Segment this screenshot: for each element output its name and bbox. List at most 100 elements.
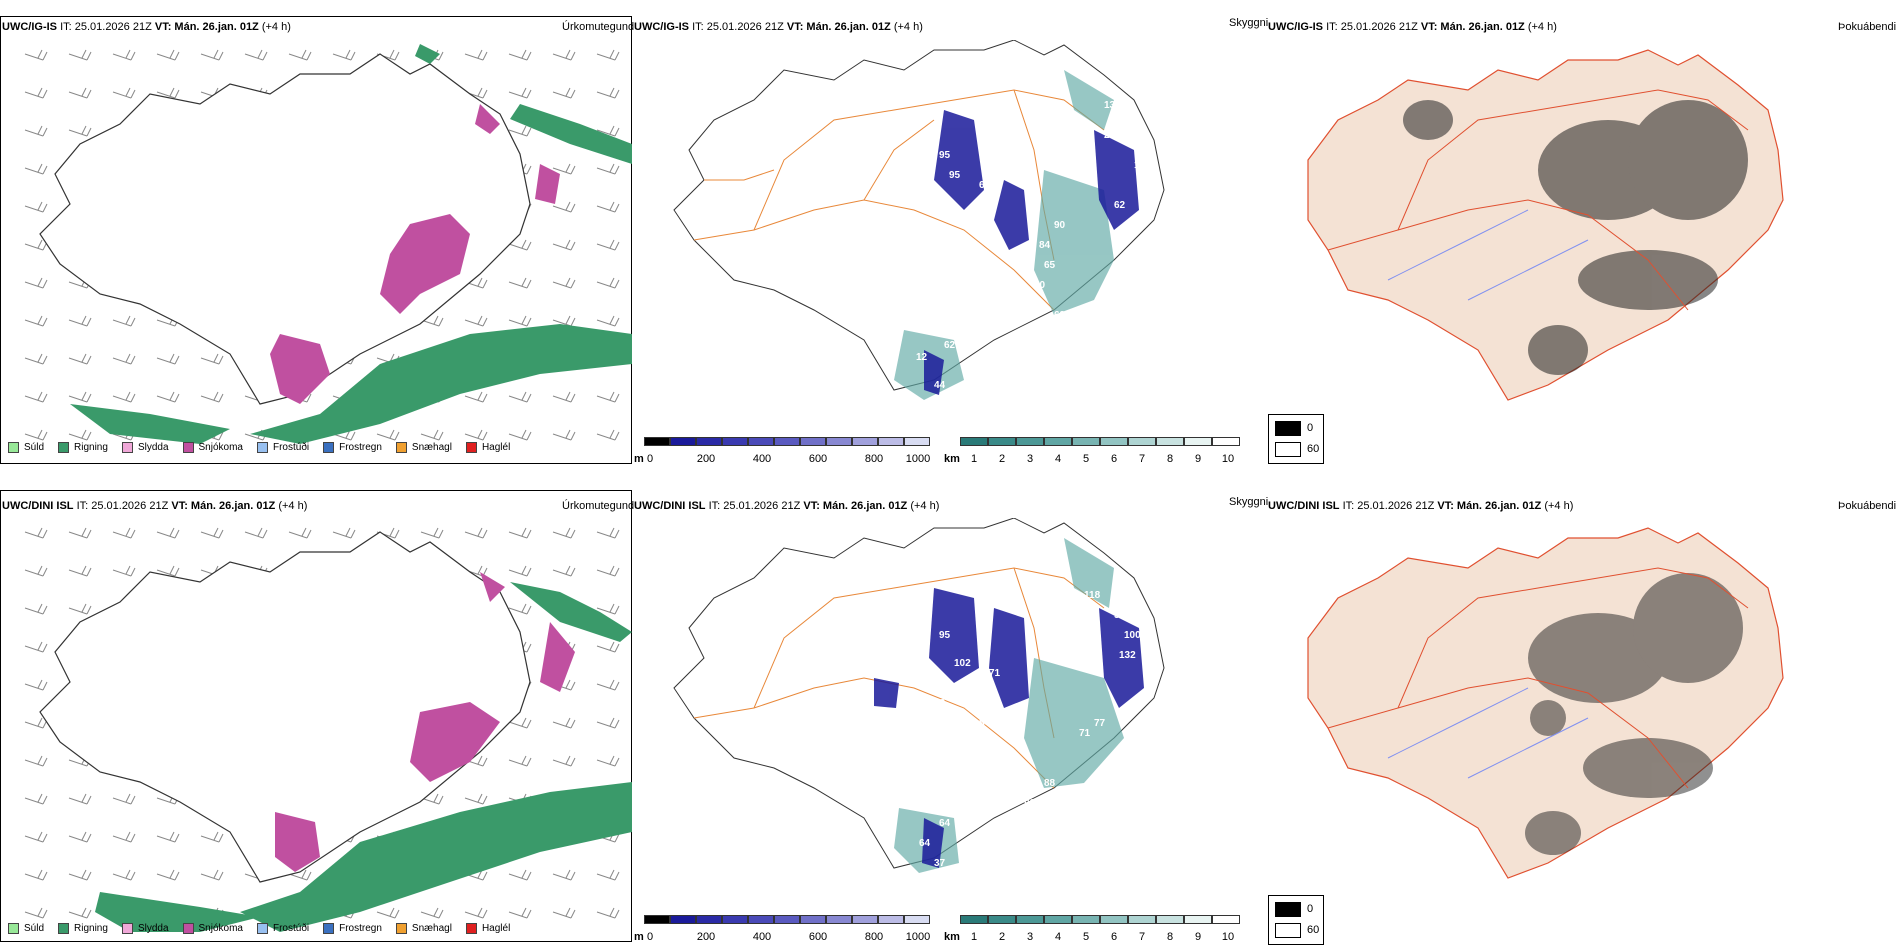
ceiling-bar-seg [878,437,904,446]
wind-barb [464,391,488,403]
wind-barb [596,163,620,175]
ceiling-value-label: 44 [934,380,946,391]
vis-unit: km [944,453,960,465]
wind-barb [552,755,576,767]
wind-barb [200,49,224,61]
tick-label: 600 [808,931,828,943]
ceiling-bar-seg [670,915,696,924]
legend-label: Súld [24,442,45,453]
wind-barb [68,391,92,403]
wind-barb [24,163,48,175]
wind-barb [112,527,136,539]
freezing-drizzle-swatch [256,442,268,453]
panel-title: UWC/IG-IS IT: 25.01.2026 21Z VT: Mán. 26… [1268,21,1557,33]
wind-barb [508,603,532,615]
wind-barb [596,277,620,289]
ceiling-value-label: 37 [964,370,976,381]
legend-label: Frostregn [339,923,382,934]
wind-barb [508,717,532,729]
wind-barb [464,315,488,327]
ceiling-value-label: 39 [1084,648,1096,659]
wind-barb [464,429,488,441]
tick-label: 600 [808,453,828,465]
tick-label: 400 [752,453,772,465]
vis-bar-seg [1044,915,1072,924]
visibility-colorbar: km 1 2 3 4 5 6 7 8 9 10 [944,437,1244,467]
ceiling-value-label: 77 [1094,718,1106,729]
legend-item: Frostúði [256,923,309,934]
wind-barb [68,831,92,843]
vis-bar-seg [1212,437,1240,446]
wind-barb [508,907,532,919]
legend-item: Haglél [465,442,510,453]
wind-barb [552,315,576,327]
legend-label: Súld [24,923,45,934]
fog-map [1307,49,1784,401]
wind-barb [552,907,576,919]
sleet-swatch [121,442,133,453]
ceiling-bar-seg [800,437,826,446]
ceiling-bar-seg [826,915,852,924]
ceiling-value-label: 132 [1119,650,1136,661]
wind-barb [24,869,48,881]
ceiling-value-label: 95 [939,630,951,641]
wind-barb [68,869,92,881]
wind-barb [68,527,92,539]
fog-roads [1327,89,1749,311]
tick-label: 400 [752,931,772,943]
wind-barb [464,527,488,539]
wind-barb [244,49,268,61]
wind-barb [156,353,180,365]
vis-bar-seg [1100,915,1128,924]
iceland-outline [673,40,1165,391]
valid-time: VT: Mán. 26.jan. 01Z [171,500,276,512]
ceiling-bar-seg [878,915,904,924]
drizzle-swatch [8,442,19,453]
wind-barb [508,527,532,539]
snow-swatch [182,923,194,934]
tick-label: 9 [1194,931,1202,943]
wind-barb [464,907,488,919]
wind-barb [552,277,576,289]
wind-barb [596,201,620,213]
ceiling-bar-seg [774,437,800,446]
snow-grains-swatch [395,923,407,934]
wind-barb [68,429,92,441]
legend-label: Frostregn [339,442,382,453]
tick-label: 2 [998,453,1006,465]
wind-barb [376,907,400,919]
wind-barb [68,353,92,365]
valid-time: VT: Mán. 26.jan. 01Z [803,500,908,512]
wind-barb [68,603,92,615]
fog-gradients [1403,100,1748,375]
ceiling-value-label: 21 [1104,130,1116,141]
wind-barb [112,565,136,577]
ceiling-value-label: 90 [1024,798,1036,809]
init-time: IT: 25.01.2026 21Z [76,500,169,512]
fog-gradients [1525,573,1743,855]
wind-barb [68,907,92,919]
lead-time: (+4 h) [1527,21,1557,33]
panel-title: UWC/IG-IS IT: 25.01.2026 21Z VT: Mán. 26… [2,21,291,33]
fog-legend: 0 60 [1268,895,1324,945]
ceiling-bar-seg [852,915,878,924]
fog-low-swatch [1275,902,1301,917]
wind-barb [112,831,136,843]
tick-label: 200 [696,931,716,943]
ceiling-bar-seg [904,915,930,924]
model-name: UWC/DINI ISL [634,500,706,512]
tick-label: 5 [1082,453,1090,465]
wind-barb [24,315,48,327]
wind-barb [24,755,48,767]
wind-barb [596,125,620,137]
ceiling-value-label: 57 [1054,588,1066,599]
vis-bar-seg [1184,437,1212,446]
wind-barb [596,869,620,881]
wind-barb [508,125,532,137]
wind-barb [596,679,620,691]
vis-bar-seg [1212,915,1240,924]
panel-title: UWC/DINI ISL IT: 25.01.2026 21Z VT: Mán.… [1268,500,1573,512]
wind-barb [24,907,48,919]
wind-barb [68,87,92,99]
tick-label: 800 [864,453,884,465]
